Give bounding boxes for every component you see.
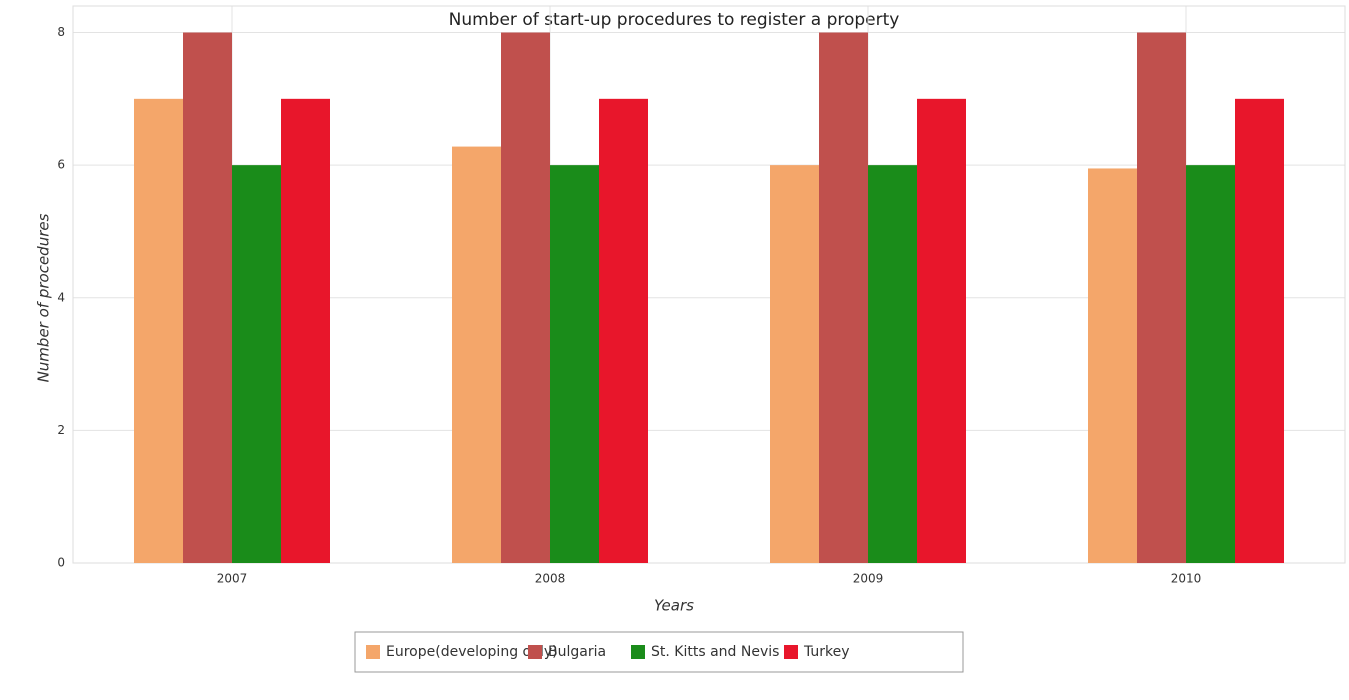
legend-swatch: [784, 645, 798, 659]
bar: [281, 98, 330, 563]
x-tick-label: 2009: [853, 572, 884, 586]
y-tick-label: 6: [57, 158, 65, 172]
bar: [1235, 98, 1284, 563]
y-tick-label: 8: [57, 25, 65, 39]
x-tick-label: 2007: [217, 572, 248, 586]
bar: [501, 32, 550, 564]
bar: [550, 165, 599, 563]
bar: [1137, 32, 1186, 564]
x-tick-label: 2008: [535, 572, 566, 586]
y-tick-label: 4: [57, 290, 65, 304]
bar: [452, 146, 501, 564]
legend-swatch: [366, 645, 380, 659]
legend-label: Bulgaria: [548, 644, 606, 660]
legend-swatch: [528, 645, 542, 659]
x-axis-label: Years: [654, 597, 694, 615]
y-axis-label: Number of procedures: [35, 213, 53, 382]
legend-swatch: [631, 645, 645, 659]
chart-title: Number of start-up procedures to registe…: [449, 10, 900, 30]
bar: [868, 165, 917, 563]
bar: [819, 32, 868, 564]
y-tick-label: 0: [57, 556, 65, 570]
bar: [917, 98, 966, 563]
bar: [183, 32, 232, 564]
bar: [232, 165, 281, 563]
bar: [134, 98, 183, 563]
bar: [1186, 165, 1235, 563]
plot-frame: [72, 5, 1346, 564]
x-tick-label: 2010: [1171, 572, 1202, 586]
bar: [1088, 168, 1137, 564]
legend: [354, 631, 964, 673]
legend-label: Turkey: [803, 644, 850, 660]
bar: [770, 165, 819, 563]
bar: [599, 98, 648, 563]
y-tick-label: 2: [57, 423, 65, 437]
legend-label: Europe(developing only): [386, 644, 558, 660]
legend-label: St. Kitts and Nevis: [651, 644, 779, 660]
